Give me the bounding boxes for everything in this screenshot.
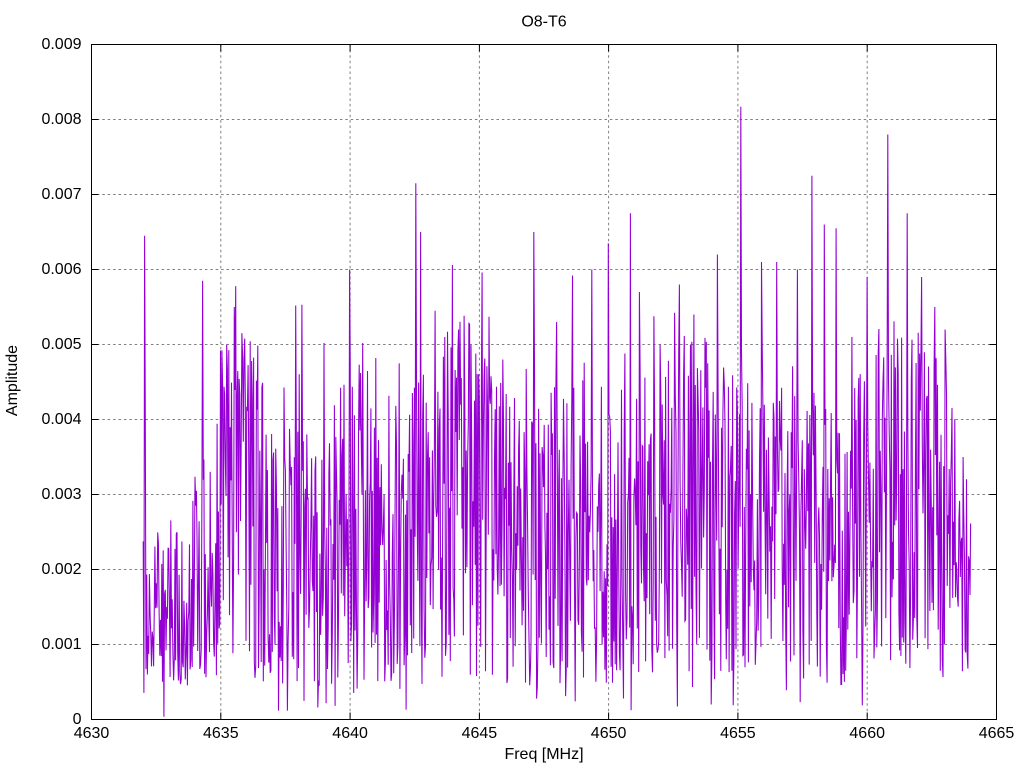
svg-text:0: 0 (73, 711, 82, 728)
svg-text:0.003: 0.003 (41, 486, 81, 503)
svg-text:0.008: 0.008 (41, 111, 81, 128)
svg-text:0.007: 0.007 (41, 186, 81, 203)
svg-text:4655: 4655 (720, 725, 756, 742)
svg-text:4630: 4630 (74, 725, 110, 742)
svg-text:4650: 4650 (591, 725, 627, 742)
svg-text:0.004: 0.004 (41, 411, 81, 428)
svg-text:0.009: 0.009 (41, 36, 81, 53)
svg-text:4635: 4635 (203, 725, 239, 742)
svg-text:4640: 4640 (332, 725, 368, 742)
svg-text:0.002: 0.002 (41, 561, 81, 578)
svg-text:0.001: 0.001 (41, 636, 81, 653)
svg-text:4665: 4665 (979, 725, 1015, 742)
svg-text:Freq [MHz]: Freq [MHz] (504, 746, 583, 763)
svg-text:O8-T6: O8-T6 (521, 14, 566, 31)
svg-text:0.006: 0.006 (41, 261, 81, 278)
svg-text:4645: 4645 (462, 725, 498, 742)
svg-text:Amplitude: Amplitude (4, 345, 21, 416)
svg-text:4660: 4660 (849, 725, 885, 742)
svg-text:0.005: 0.005 (41, 336, 81, 353)
